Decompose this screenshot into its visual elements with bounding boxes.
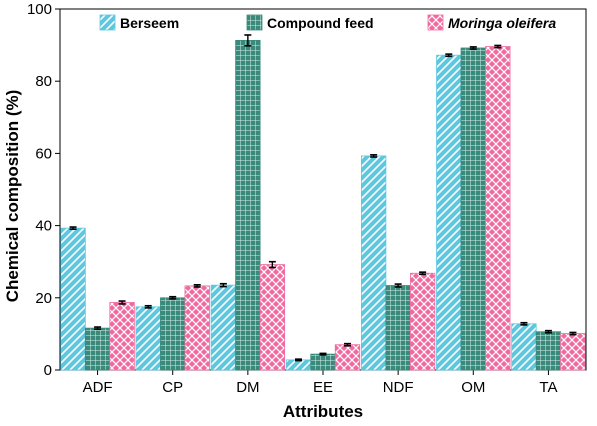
bar-berseem-ta xyxy=(511,323,537,371)
legend-swatch xyxy=(246,14,263,31)
x-tick-label: NDF xyxy=(383,379,414,396)
x-axis-title: Attributes xyxy=(283,402,363,421)
bar-moringa-oleifera-adf xyxy=(109,302,135,371)
bar-berseem-ndf xyxy=(360,155,387,371)
bar-compound-feed-om xyxy=(460,47,486,371)
errorbar-layer xyxy=(69,34,577,362)
bar-compound-feed-adf xyxy=(84,327,111,371)
x-tick-label: DM xyxy=(236,379,259,396)
y-tick-label: 20 xyxy=(35,290,52,307)
legend-label: Moringa oleifera xyxy=(448,15,556,31)
bar-moringa-oleifera-ta xyxy=(560,333,586,371)
y-axis: 0 20 40 60 80 100 xyxy=(27,1,60,379)
y-axis-title: Chemical composition (%) xyxy=(3,90,22,303)
bar-moringa-oleifera-ee xyxy=(334,344,361,371)
bars-layer xyxy=(60,40,586,371)
bar-berseem-cp xyxy=(135,306,161,371)
legend-swatch xyxy=(99,14,116,31)
bar-compound-feed-ee xyxy=(310,353,336,371)
bar-berseem-dm xyxy=(210,284,237,371)
bar-moringa-oleifera-ndf xyxy=(409,272,436,371)
legend-swatch xyxy=(427,14,444,31)
bar-compound-feed-dm xyxy=(235,40,261,371)
legend-label: Compound feed xyxy=(267,15,374,31)
bar-moringa-oleifera-om xyxy=(485,46,511,371)
bar-moringa-oleifera-dm xyxy=(259,264,286,371)
x-tick-label: EE xyxy=(313,379,333,396)
legend-label: Berseem xyxy=(120,15,179,31)
y-tick-label: 0 xyxy=(44,362,52,379)
x-axis: ADF CP DM EE NDF OM TA xyxy=(83,370,557,396)
x-tick-label: OM xyxy=(461,379,485,396)
x-tick-label: ADF xyxy=(83,379,113,396)
y-tick-label: 80 xyxy=(35,73,52,90)
bar-berseem-adf xyxy=(60,227,86,371)
x-tick-label: TA xyxy=(539,379,557,396)
y-tick-label: 40 xyxy=(35,218,52,235)
legend: Berseem Compound feed Moringa oleifera xyxy=(99,14,556,31)
bar-berseem-om xyxy=(436,54,462,371)
y-tick-label: 60 xyxy=(35,145,52,162)
bar-moringa-oleifera-cp xyxy=(184,285,210,371)
x-tick-label: CP xyxy=(162,379,183,396)
bar-compound-feed-ndf xyxy=(385,285,411,371)
bar-compound-feed-cp xyxy=(160,297,186,371)
y-tick-label: 100 xyxy=(27,1,52,18)
bar-compound-feed-ta xyxy=(535,331,562,371)
